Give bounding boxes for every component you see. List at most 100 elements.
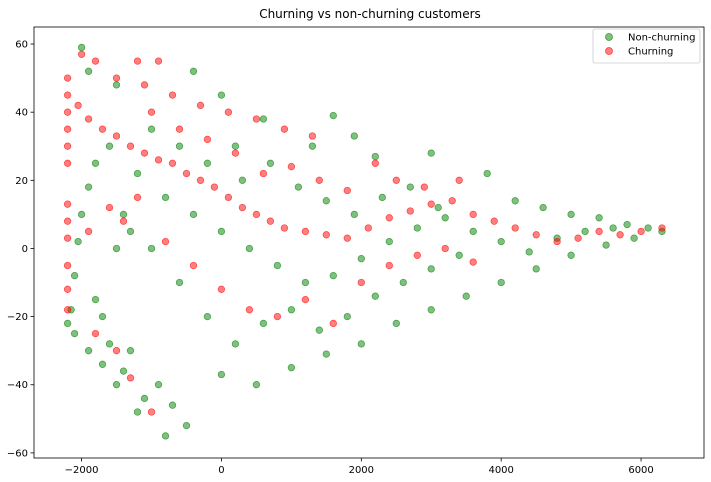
- non-churning-point: [126, 227, 135, 236]
- legend-marker-churning: [605, 47, 613, 55]
- y-tick-label: −60: [7, 448, 28, 459]
- churning-point: [224, 108, 233, 116]
- churning-point: [63, 285, 72, 293]
- churning-point: [280, 224, 289, 232]
- non-churning-point: [84, 183, 93, 191]
- churning-point: [140, 81, 149, 89]
- churning-point: [74, 101, 82, 110]
- churning-point: [147, 108, 156, 116]
- churning-point: [63, 108, 72, 116]
- churning-point: [63, 125, 72, 133]
- non-churning-point: [217, 227, 226, 236]
- churning-point: [112, 347, 121, 355]
- churning-point: [98, 125, 107, 133]
- non-churning-point: [189, 67, 198, 75]
- non-churning-point: [357, 255, 365, 263]
- churning-point: [196, 101, 205, 110]
- non-churning-point: [469, 227, 477, 236]
- churning-point: [224, 193, 233, 202]
- non-churning-point: [77, 210, 86, 219]
- churning-point: [553, 237, 561, 246]
- non-churning-point: [343, 312, 351, 321]
- non-churning-point: [252, 381, 261, 389]
- non-churning-point: [70, 329, 79, 338]
- churning-point: [63, 217, 72, 225]
- churning-point: [196, 176, 205, 184]
- churning-point: [469, 210, 477, 219]
- non-churning-point: [427, 265, 435, 273]
- non-churning-point: [399, 278, 407, 287]
- churning-point: [147, 408, 156, 416]
- non-churning-point: [371, 152, 379, 161]
- non-churning-point: [602, 241, 610, 249]
- churning-point: [84, 227, 93, 236]
- non-churning-point: [532, 265, 540, 273]
- non-churning-point: [91, 159, 100, 167]
- non-churning-point: [98, 312, 107, 321]
- churning-point: [112, 74, 121, 82]
- churning-point: [133, 193, 142, 202]
- churning-point: [91, 57, 100, 65]
- legend: Non-churning Churning: [592, 28, 701, 64]
- non-churning-point: [231, 142, 240, 150]
- churning-point: [91, 329, 100, 338]
- non-churning-point: [455, 251, 463, 259]
- non-churning-point: [217, 370, 226, 379]
- churning-point: [420, 183, 428, 191]
- churning-point: [84, 115, 93, 123]
- churning-point: [112, 132, 121, 140]
- non-churning-point: [98, 360, 107, 368]
- non-churning-point: [525, 248, 533, 256]
- non-churning-point: [462, 292, 470, 300]
- churning-point: [126, 374, 135, 382]
- non-churning-point: [133, 169, 142, 178]
- non-churning-point: [497, 278, 505, 287]
- non-churning-point: [112, 81, 121, 89]
- non-churning-point: [147, 244, 156, 253]
- y-axis: −60 −40 −20 0 20 40 60: [7, 40, 34, 459]
- non-churning-point: [74, 237, 82, 246]
- churning-point: [63, 74, 72, 82]
- non-churning-point: [539, 203, 547, 212]
- churning-point: [490, 217, 498, 225]
- non-churning-point: [427, 149, 435, 157]
- churning-point: [63, 159, 72, 167]
- churning-point: [469, 258, 477, 266]
- non-churning-point: [322, 197, 330, 205]
- churning-point: [189, 261, 198, 270]
- non-churning-point: [63, 319, 72, 328]
- non-churning-point: [308, 142, 317, 150]
- churning-point: [217, 285, 226, 293]
- churning-point: [105, 203, 114, 212]
- non-churning-point: [84, 347, 93, 355]
- churning-point: [168, 159, 177, 167]
- non-churning-point: [644, 224, 652, 232]
- non-churning-point: [231, 340, 240, 348]
- churning-point: [595, 227, 603, 236]
- y-tick-label: 20: [15, 176, 28, 187]
- non-churning-point: [329, 272, 337, 280]
- churning-point: [448, 197, 456, 205]
- churning-point: [63, 91, 72, 99]
- non-churning-point: [112, 244, 121, 253]
- churning-point: [532, 231, 540, 239]
- churning-point: [511, 224, 519, 232]
- churning-point: [154, 156, 163, 164]
- non-churning-point: [378, 193, 386, 202]
- x-tick-label: −2000: [65, 465, 99, 476]
- churning-point: [238, 203, 247, 212]
- non-churning-point: [595, 214, 603, 222]
- x-axis: −2000 0 2000 4000 6000: [65, 458, 654, 476]
- x-tick-label: 6000: [628, 465, 653, 476]
- y-tick-label: −20: [7, 312, 28, 323]
- legend-label-non-churning: Non-churning: [628, 33, 695, 44]
- non-churning-point: [133, 408, 142, 416]
- non-churning-point: [105, 340, 114, 348]
- churning-point: [455, 176, 463, 184]
- y-tick-label: 60: [15, 40, 28, 51]
- non-churning-point: [266, 159, 275, 167]
- churning-point: [203, 135, 212, 144]
- non-churning-point: [357, 340, 365, 348]
- y-tick-label: 0: [22, 244, 28, 255]
